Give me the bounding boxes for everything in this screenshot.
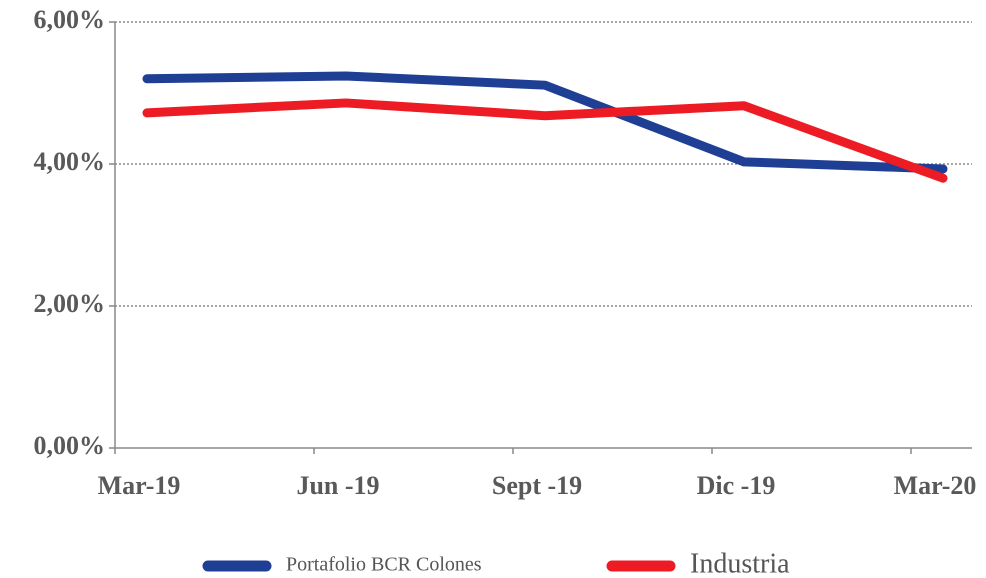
y-tick-label: 0,00%: [34, 431, 106, 460]
x-tick-label: Mar-20: [894, 471, 977, 500]
legend-label: Industria: [690, 548, 790, 578]
y-tick-label: 4,00%: [34, 147, 106, 176]
x-tick-label: Sept -19: [492, 471, 582, 500]
y-tick-label: 6,00%: [34, 5, 106, 34]
x-tick-label: Jun -19: [296, 471, 379, 500]
x-tick-label: Dic -19: [697, 471, 776, 500]
series-line: [142, 71, 948, 174]
series-line: [142, 98, 948, 183]
legend-label: Portafolio BCR Colones: [286, 554, 482, 576]
x-tick-label: Mar-19: [98, 471, 181, 500]
y-tick-label: 2,00%: [34, 289, 106, 318]
